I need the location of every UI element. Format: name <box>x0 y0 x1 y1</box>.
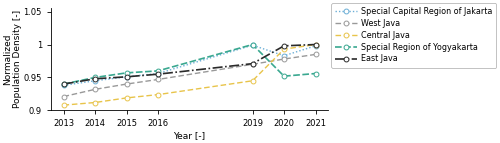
West Java <box>312 53 318 55</box>
East Java <box>250 63 256 64</box>
West Java <box>155 79 161 80</box>
West Java <box>124 83 130 85</box>
West Java <box>250 63 256 65</box>
East Java <box>155 73 161 75</box>
X-axis label: Year [-]: Year [-] <box>174 131 206 140</box>
Special Capital Region of Jakarta <box>312 45 318 47</box>
West Java <box>60 96 66 97</box>
East Java <box>60 83 66 85</box>
Special Region of Yogyakarta <box>312 73 318 74</box>
Central Java <box>124 97 130 99</box>
Special Region of Yogyakarta <box>250 44 256 45</box>
Special Capital Region of Jakarta <box>60 85 66 86</box>
Special Capital Region of Jakarta <box>250 44 256 46</box>
East Java <box>312 44 318 45</box>
Special Capital Region of Jakarta <box>281 55 287 57</box>
Legend: Special Capital Region of Jakarta, West Java, Central Java, Special Region of Yo: Special Capital Region of Jakarta, West … <box>331 3 496 67</box>
Line: Special Capital Region of Jakarta: Special Capital Region of Jakarta <box>61 43 318 88</box>
West Java <box>92 89 98 90</box>
Line: Special Region of Yogyakarta: Special Region of Yogyakarta <box>61 42 318 87</box>
Special Region of Yogyakarta <box>92 77 98 78</box>
Special Capital Region of Jakarta <box>124 76 130 78</box>
Line: East Java: East Java <box>61 42 318 87</box>
East Java <box>92 78 98 80</box>
Central Java <box>155 94 161 96</box>
Line: Central Java: Central Java <box>61 42 318 108</box>
Special Region of Yogyakarta <box>281 75 287 77</box>
West Java <box>281 58 287 60</box>
Central Java <box>92 102 98 103</box>
Special Region of Yogyakarta <box>124 72 130 74</box>
Central Java <box>312 44 318 45</box>
Y-axis label: Normalized
Population Density [-]: Normalized Population Density [-] <box>3 10 22 108</box>
Special Region of Yogyakarta <box>60 83 66 85</box>
East Java <box>124 76 130 78</box>
Central Java <box>281 48 287 50</box>
Special Capital Region of Jakarta <box>92 80 98 82</box>
Special Capital Region of Jakarta <box>155 73 161 74</box>
Central Java <box>250 80 256 82</box>
East Java <box>281 45 287 47</box>
Special Region of Yogyakarta <box>155 70 161 72</box>
Line: West Java: West Java <box>61 52 318 99</box>
Central Java <box>60 104 66 106</box>
